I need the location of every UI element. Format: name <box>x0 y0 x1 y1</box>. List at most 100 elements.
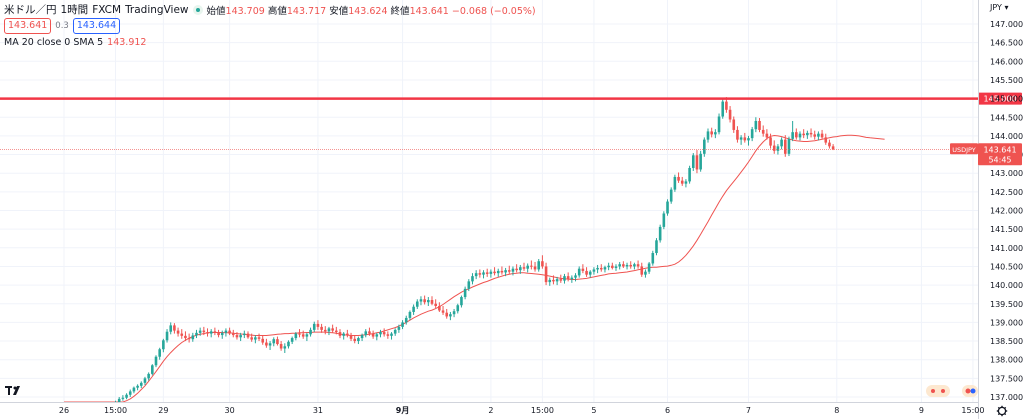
candle-body <box>489 271 493 274</box>
candle-body <box>467 281 471 289</box>
candle-body <box>128 391 132 395</box>
candle <box>346 329 349 338</box>
high-label: 高値 <box>267 5 287 17</box>
indicator-label: MA 20 close 0 SMA 5 <box>4 37 104 48</box>
candle <box>559 274 563 283</box>
gear-ring <box>997 406 1007 416</box>
candle-body <box>438 305 441 311</box>
candle <box>504 267 507 277</box>
buy-button[interactable]: 143.644 <box>72 18 121 34</box>
candle-body <box>563 276 566 281</box>
candle-body <box>824 137 828 143</box>
candle-body <box>507 270 511 272</box>
candle <box>434 299 437 309</box>
market-open-dot-icon <box>192 4 203 15</box>
candle-body <box>463 288 467 298</box>
price-tick-label: 146.500 <box>990 39 1023 48</box>
candle-body <box>290 338 294 342</box>
candle-body <box>559 279 563 281</box>
candle-body <box>364 331 368 336</box>
candle <box>669 187 673 204</box>
candle <box>765 129 769 140</box>
candle-body <box>176 330 180 334</box>
candle-body <box>323 329 327 332</box>
candle <box>780 137 783 150</box>
chart-header: 米ドル／円 1時間 FXCM TradingView 始値143.709 高値1… <box>4 2 536 17</box>
candle <box>802 129 805 139</box>
candle-body <box>243 333 246 336</box>
candle <box>592 267 596 275</box>
platform: TradingView <box>125 3 189 16</box>
candle-body <box>220 332 224 336</box>
candle <box>228 327 231 336</box>
candle <box>279 341 283 351</box>
candle <box>187 333 191 343</box>
price-tick-label: 142.000 <box>990 207 1023 216</box>
candle-body <box>231 333 235 336</box>
candle-body <box>268 343 272 346</box>
candle-body <box>795 132 798 138</box>
candle-body <box>191 335 195 340</box>
candle <box>703 137 706 157</box>
candle-body <box>611 265 614 268</box>
candle <box>691 153 695 171</box>
candle-body <box>765 133 769 138</box>
close-label: 終値 <box>390 5 410 17</box>
candle-body <box>548 279 552 283</box>
candle <box>496 268 500 277</box>
sell-button[interactable]: 143.641 <box>4 18 52 34</box>
candle <box>198 327 202 336</box>
candle-body <box>125 394 128 398</box>
candle-body <box>320 326 323 330</box>
price-tick-label: 144.000 <box>990 132 1023 141</box>
candle <box>530 260 533 270</box>
candle-body <box>787 138 791 154</box>
candle <box>695 150 699 174</box>
candle-body <box>283 346 287 349</box>
candle <box>117 397 121 402</box>
candle-body <box>493 271 496 274</box>
candle <box>636 260 640 269</box>
candle <box>507 265 511 274</box>
candle-body <box>754 120 758 130</box>
candle-body <box>368 331 371 334</box>
horizontal-line-145[interactable]: 145.000 <box>0 92 1022 105</box>
candle-body <box>544 266 548 283</box>
candle <box>338 329 342 339</box>
candle <box>817 131 820 141</box>
candle-body <box>802 133 805 136</box>
price-tick-label: 137.500 <box>990 374 1023 383</box>
candle-body <box>603 267 607 270</box>
candle-body <box>379 332 382 335</box>
candle-body <box>522 267 526 269</box>
candle-body <box>669 189 673 202</box>
price-axis[interactable]: JPY ▾ 137.000 137.500 138.000 138.500 139.000… <box>978 0 1024 419</box>
candle <box>552 275 555 285</box>
candle <box>541 255 544 269</box>
candle <box>463 286 467 300</box>
candle <box>371 330 375 339</box>
candle <box>728 106 732 123</box>
price-tick-label: 144.500 <box>990 113 1023 122</box>
symbol-name[interactable]: 米ドル／円 <box>4 4 57 16</box>
candle <box>121 395 125 401</box>
candle <box>283 343 287 353</box>
candle-body <box>798 133 802 138</box>
candle-body <box>401 322 404 327</box>
time-tick-label: 15:00 <box>104 406 127 415</box>
candle <box>548 277 552 286</box>
candle-body <box>471 276 474 282</box>
price-tick-label: 137.000 <box>990 393 1023 402</box>
interval[interactable]: 1時間 <box>60 4 89 16</box>
candle-body <box>806 132 809 136</box>
candle-body <box>393 329 397 334</box>
indicator-legend[interactable]: MA 20 close 0 SMA 5 143.912 <box>4 37 146 48</box>
candle-body <box>430 300 434 304</box>
candle-body <box>482 272 485 275</box>
candle <box>276 336 279 346</box>
low-value: 143.624 <box>348 5 388 17</box>
time-axis[interactable]: 26 15:00 29 30 31 9月 2 15:00 5 6 7 8 9 15:00 <box>0 402 984 416</box>
candle-body <box>761 129 765 134</box>
